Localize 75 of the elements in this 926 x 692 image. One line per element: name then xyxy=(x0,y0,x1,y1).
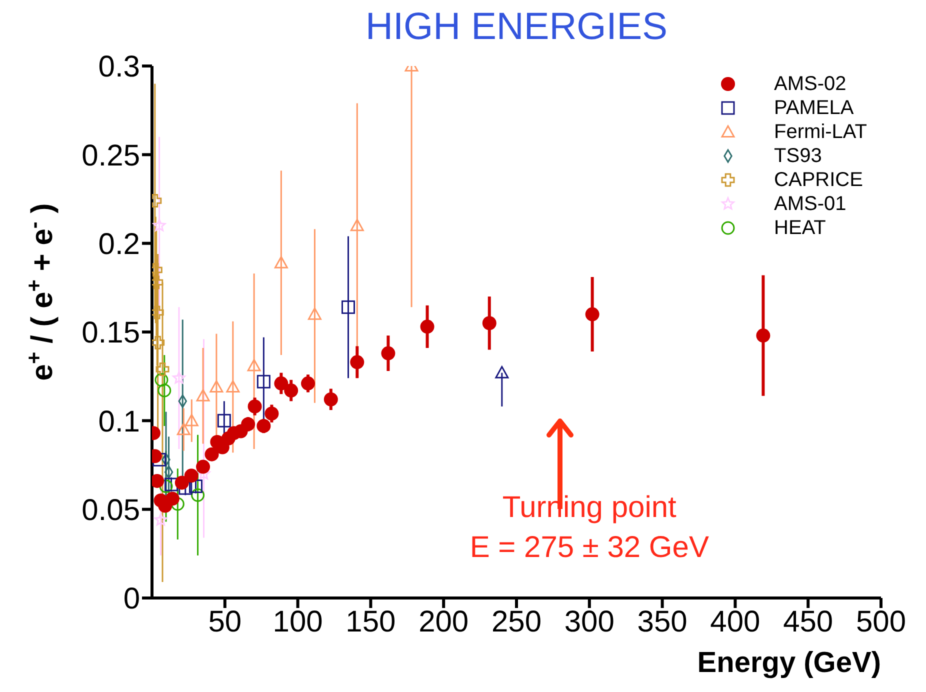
y-tick-label: 0.3 xyxy=(98,50,140,84)
point xyxy=(152,336,165,350)
y-tick-label: 0.25 xyxy=(82,139,140,172)
x-tick-label: 50 xyxy=(208,605,242,638)
x-tick-label: 250 xyxy=(491,605,542,638)
point xyxy=(217,414,231,428)
y-tick-label: 0.15 xyxy=(82,316,140,350)
y-tick-label: 0.05 xyxy=(82,494,140,527)
chart-title: HIGH ENERGIES xyxy=(364,6,668,49)
x-axis-title: Energy (GeV) xyxy=(697,647,881,679)
point xyxy=(248,399,262,414)
point xyxy=(350,355,364,370)
point xyxy=(196,389,210,402)
point xyxy=(247,358,261,372)
annotation: Turning point xyxy=(501,491,678,526)
point xyxy=(178,481,192,495)
point xyxy=(256,418,271,433)
annotation: E = 275 ± 32 GeV xyxy=(468,531,710,566)
legend-label: TS93 xyxy=(774,144,822,168)
point xyxy=(204,447,219,462)
point xyxy=(301,376,316,390)
y-tick-label: 0.1 xyxy=(98,405,140,438)
point xyxy=(308,308,322,320)
point xyxy=(191,488,205,502)
point xyxy=(226,380,240,393)
point xyxy=(256,374,270,388)
x-tick-label: 150 xyxy=(346,605,396,638)
point xyxy=(154,513,168,526)
y-tick-label: 0 xyxy=(123,582,140,616)
point xyxy=(158,384,172,398)
point xyxy=(350,218,364,232)
point xyxy=(152,452,166,466)
point xyxy=(165,492,180,506)
legend-label: Fermi-LAT xyxy=(774,120,867,144)
point xyxy=(264,406,279,421)
x-tick-label: 500 xyxy=(856,605,906,638)
point xyxy=(184,468,198,483)
point xyxy=(241,417,256,432)
legend-label: HEAT xyxy=(774,216,826,240)
point xyxy=(152,306,164,320)
point xyxy=(172,371,186,384)
point xyxy=(381,346,396,360)
point xyxy=(341,300,355,314)
point xyxy=(495,366,509,378)
point xyxy=(159,480,173,494)
legend-label: PAMELA xyxy=(774,96,854,120)
point xyxy=(170,497,184,511)
x-tick-label: 200 xyxy=(418,605,469,638)
x-tick-label: 350 xyxy=(637,605,688,638)
x-tick-label: 400 xyxy=(710,605,760,638)
point xyxy=(196,460,210,474)
point xyxy=(585,307,600,322)
x-tick-label: 100 xyxy=(272,605,323,638)
point xyxy=(284,384,298,398)
point xyxy=(174,476,189,490)
point xyxy=(420,320,434,334)
y-tick-label: 0.2 xyxy=(98,228,140,261)
point xyxy=(154,373,168,387)
point xyxy=(210,380,224,393)
point xyxy=(152,218,166,232)
legend-label: AMS-02 xyxy=(774,72,846,96)
x-tick-label: 450 xyxy=(783,605,834,638)
point xyxy=(152,276,164,290)
point xyxy=(188,480,202,494)
legend-label: AMS-01 xyxy=(774,192,846,216)
point xyxy=(274,376,288,390)
legend-label: CAPRICE xyxy=(774,168,863,192)
point xyxy=(176,422,190,436)
point xyxy=(184,414,198,426)
x-tick-label: 300 xyxy=(564,605,614,638)
point xyxy=(274,256,288,268)
point xyxy=(164,478,178,492)
point xyxy=(324,392,338,406)
point xyxy=(482,316,496,330)
point xyxy=(756,328,770,343)
